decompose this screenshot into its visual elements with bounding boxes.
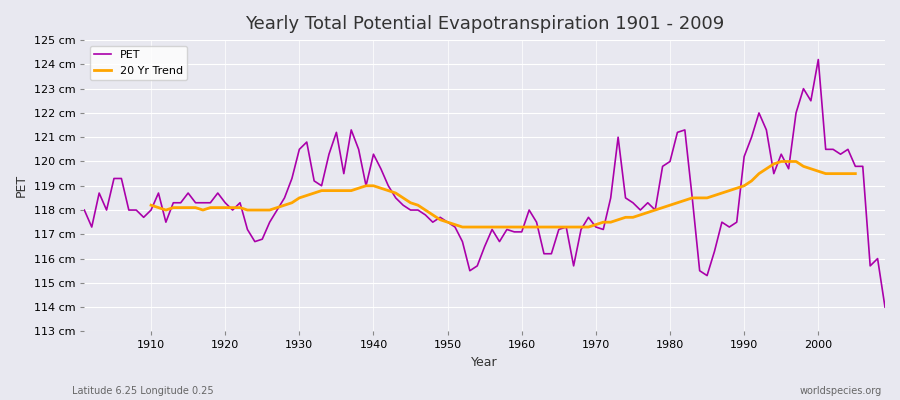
20 Yr Trend bbox=[146, 203, 157, 208]
Text: Latitude 6.25 Longitude 0.25: Latitude 6.25 Longitude 0.25 bbox=[72, 386, 213, 396]
PET bbox=[813, 57, 824, 62]
20 Yr Trend bbox=[806, 166, 816, 171]
X-axis label: Year: Year bbox=[472, 356, 498, 369]
20 Yr Trend bbox=[776, 159, 787, 164]
Legend: PET, 20 Yr Trend: PET, 20 Yr Trend bbox=[90, 46, 187, 80]
PET bbox=[79, 208, 90, 212]
20 Yr Trend bbox=[450, 222, 461, 227]
PET bbox=[606, 196, 616, 200]
PET bbox=[302, 140, 312, 144]
20 Yr Trend bbox=[457, 225, 468, 230]
Title: Yearly Total Potential Evapotranspiration 1901 - 2009: Yearly Total Potential Evapotranspiratio… bbox=[245, 15, 724, 33]
Line: PET: PET bbox=[85, 60, 885, 307]
PET bbox=[508, 230, 519, 234]
Y-axis label: PET: PET bbox=[15, 174, 28, 197]
20 Yr Trend bbox=[346, 188, 356, 193]
20 Yr Trend bbox=[242, 208, 253, 212]
20 Yr Trend bbox=[531, 225, 542, 230]
20 Yr Trend bbox=[508, 225, 519, 230]
PET bbox=[517, 230, 527, 234]
PET bbox=[879, 305, 890, 310]
PET bbox=[346, 128, 356, 132]
20 Yr Trend bbox=[850, 171, 860, 176]
PET bbox=[139, 215, 149, 220]
Text: worldspecies.org: worldspecies.org bbox=[800, 386, 882, 396]
Line: 20 Yr Trend: 20 Yr Trend bbox=[151, 162, 855, 227]
